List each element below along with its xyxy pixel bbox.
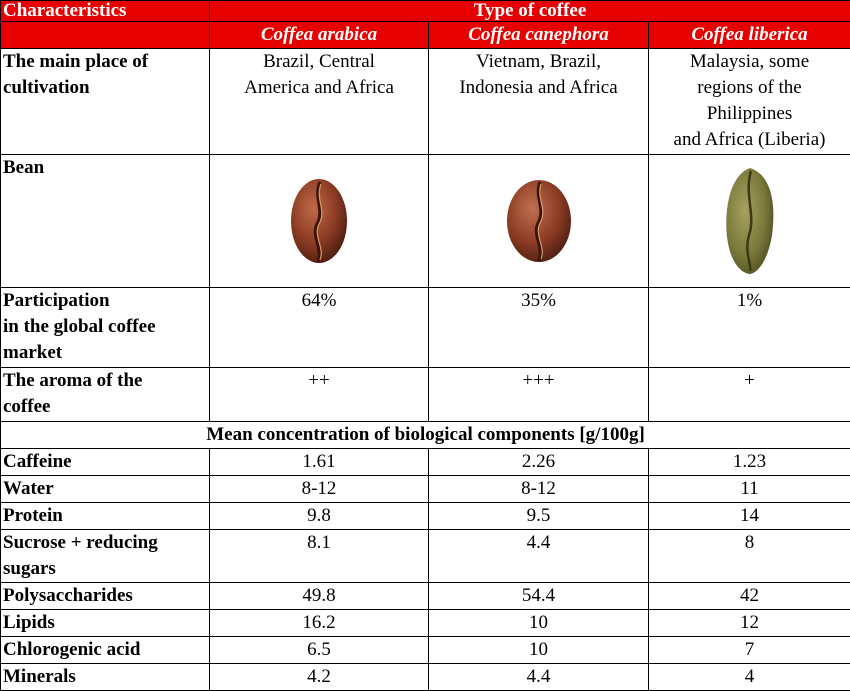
component-value-liberica: 4 <box>647 663 850 691</box>
component-label: Lipids <box>0 609 210 637</box>
label-line: Water <box>3 478 54 499</box>
cultivation-label: The main place of cultivation <box>0 48 210 155</box>
header-blank-cell <box>0 21 210 49</box>
component-value-liberica: 8 <box>647 529 850 583</box>
label-line: The main place of <box>3 51 149 72</box>
cultivation-canephora: Vietnam, Brazil, Indonesia and Africa <box>428 48 649 155</box>
component-label: Sucrose + reducing sugars <box>0 529 210 583</box>
component-value-liberica: 11 <box>647 475 850 503</box>
type-of-coffee-header: Type of coffee <box>208 0 850 22</box>
component-row: Polysaccharides 49.8 54.4 42 <box>0 582 850 610</box>
species-row: Coffea arabica Coffea canephora Coffea l… <box>0 21 850 49</box>
component-row: Caffeine 1.61 2.26 1.23 <box>0 448 850 476</box>
label-line: The aroma of the <box>3 370 143 391</box>
component-label: Protein <box>0 502 210 530</box>
species-arabica: Coffea arabica <box>209 21 429 49</box>
component-value-arabica: 4.2 <box>209 663 429 691</box>
bean-label: Bean <box>0 154 210 288</box>
component-label: Water <box>0 475 210 503</box>
component-label: Chlorogenic acid <box>0 636 210 664</box>
component-value-arabica: 49.8 <box>209 582 429 610</box>
component-value-liberica: 1.23 <box>647 448 850 476</box>
value-line: America and Africa <box>244 77 394 98</box>
component-value-canephora: 8-12 <box>428 475 649 503</box>
component-value-arabica: 6.5 <box>209 636 429 664</box>
label-line: sugars <box>3 558 56 579</box>
value-line: Brazil, Central <box>263 51 375 72</box>
component-value-canephora: 54.4 <box>428 582 649 610</box>
species-canephora: Coffea canephora <box>428 21 649 49</box>
label-line: Participation <box>3 290 110 311</box>
component-row: Chlorogenic acid 6.5 10 7 <box>0 636 850 664</box>
aroma-row: The aroma of the coffee ++ +++ + <box>0 367 850 422</box>
cultivation-liberica: Malaysia, some regions of the Philippine… <box>647 48 850 155</box>
aroma-liberica: + <box>647 367 850 422</box>
arabica-bean-image <box>291 179 347 263</box>
label-line: Protein <box>3 505 63 526</box>
component-row: Lipids 16.2 10 12 <box>0 609 850 637</box>
component-label: Polysaccharides <box>0 582 210 610</box>
header-row: Characteristics Type of coffee <box>0 0 850 22</box>
aroma-label: The aroma of the coffee <box>0 367 210 422</box>
market-liberica: 1% <box>647 287 850 368</box>
label-line: in the global coffee <box>3 316 156 337</box>
species-liberica: Coffea liberica <box>647 21 850 49</box>
value-line: regions of the <box>697 77 802 98</box>
characteristics-header: Characteristics <box>0 0 210 22</box>
cultivation-arabica: Brazil, Central America and Africa <box>209 48 429 155</box>
cultivation-row: The main place of cultivation Brazil, Ce… <box>0 48 850 155</box>
component-value-canephora: 4.4 <box>428 529 649 583</box>
component-value-canephora: 10 <box>428 609 649 637</box>
component-value-arabica: 16.2 <box>209 609 429 637</box>
label-line: cultivation <box>3 77 90 98</box>
component-row: Protein 9.8 9.5 14 <box>0 502 850 530</box>
component-value-liberica: 14 <box>647 502 850 530</box>
bean-canephora-cell <box>428 154 649 288</box>
component-value-canephora: 4.4 <box>428 663 649 691</box>
value-line: Philippines <box>706 103 793 124</box>
label-line: coffee <box>3 396 51 417</box>
section-title: Mean concentration of biological compone… <box>0 421 850 449</box>
component-value-canephora: 9.5 <box>428 502 649 530</box>
component-value-arabica: 8.1 <box>209 529 429 583</box>
value-line: Vietnam, Brazil, <box>476 51 601 72</box>
component-row: Sucrose + reducing sugars 8.1 4.4 8 <box>0 529 850 583</box>
component-label: Minerals <box>0 663 210 691</box>
bean-liberica-cell <box>647 154 850 288</box>
market-arabica: 64% <box>209 287 429 368</box>
market-label: Participation in the global coffee marke… <box>0 287 210 368</box>
value-line: and Africa (Liberia) <box>673 129 826 150</box>
component-value-arabica: 9.8 <box>209 502 429 530</box>
component-value-canephora: 2.26 <box>428 448 649 476</box>
aroma-arabica: ++ <box>209 367 429 422</box>
bean-row: Bean <box>0 154 850 288</box>
market-row: Participation in the global coffee marke… <box>0 287 850 368</box>
label-line: Minerals <box>3 666 76 687</box>
component-row: Minerals 4.2 4.4 4 <box>0 663 850 691</box>
component-value-liberica: 12 <box>647 609 850 637</box>
component-value-arabica: 8-12 <box>209 475 429 503</box>
section-row: Mean concentration of biological compone… <box>0 421 850 449</box>
components-body: Caffeine 1.61 2.26 1.23 Water 8-12 8-12 11 Prote… <box>0 448 850 691</box>
market-canephora: 35% <box>428 287 649 368</box>
component-value-liberica: 7 <box>647 636 850 664</box>
bean-arabica-cell <box>209 154 429 288</box>
label-line: Chlorogenic acid <box>3 639 141 660</box>
component-row: Water 8-12 8-12 11 <box>0 475 850 503</box>
aroma-canephora: +++ <box>428 367 649 422</box>
label-line: Sucrose + reducing <box>3 532 158 553</box>
component-value-canephora: 10 <box>428 636 649 664</box>
value-line: Indonesia and Africa <box>459 77 618 98</box>
value-line: Malaysia, some <box>689 51 810 72</box>
component-label: Caffeine <box>0 448 210 476</box>
label-line: Polysaccharides <box>3 585 133 606</box>
liberica-bean-image <box>725 168 773 274</box>
canephora-bean-image <box>506 180 571 262</box>
component-value-arabica: 1.61 <box>209 448 429 476</box>
component-value-liberica: 42 <box>647 582 850 610</box>
label-line: market <box>3 342 63 363</box>
label-line: Caffeine <box>3 451 72 472</box>
label-line: Lipids <box>3 612 55 633</box>
